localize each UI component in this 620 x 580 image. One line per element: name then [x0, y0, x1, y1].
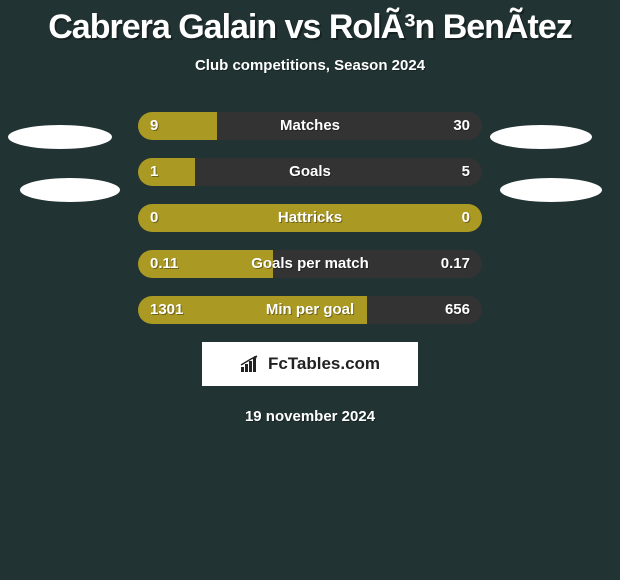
stat-bar-left: [138, 204, 482, 232]
stat-value-left: 9: [150, 112, 158, 140]
bar-chart-icon: [240, 355, 262, 373]
stat-bar-left: [138, 158, 195, 186]
stat-value-right: 0: [462, 204, 470, 232]
stat-value-right: 30: [453, 112, 470, 140]
comparison-title: Cabrera Galain vs RolÃ³n BenÃ­tez: [0, 0, 620, 47]
logo-box: FcTables.com: [202, 342, 418, 386]
stat-value-left: 0: [150, 204, 158, 232]
player-photo-placeholder: [500, 178, 602, 202]
stat-value-left: 1: [150, 158, 158, 186]
player-photo-placeholder: [20, 178, 120, 202]
stat-value-right: 0.17: [441, 250, 470, 278]
stat-bar: [138, 250, 482, 278]
stat-bar: [138, 112, 482, 140]
stat-bar: [138, 204, 482, 232]
logo-text: FcTables.com: [268, 354, 380, 374]
stat-bar: [138, 296, 482, 324]
stat-bar-right: [217, 112, 482, 140]
stat-row: 1301656Min per goal: [0, 296, 620, 324]
stat-value-left: 1301: [150, 296, 183, 324]
stat-row: 00Hattricks: [0, 204, 620, 232]
infographic-date: 19 november 2024: [0, 408, 620, 425]
player-photo-placeholder: [490, 125, 592, 149]
comparison-subtitle: Club competitions, Season 2024: [0, 57, 620, 74]
player-photo-placeholder: [8, 125, 112, 149]
stat-bar: [138, 158, 482, 186]
stat-value-left: 0.11: [150, 250, 178, 278]
stat-bar-right: [195, 158, 482, 186]
stat-row: 0.110.17Goals per match: [0, 250, 620, 278]
stat-value-right: 5: [462, 158, 470, 186]
stat-value-right: 656: [445, 296, 470, 324]
